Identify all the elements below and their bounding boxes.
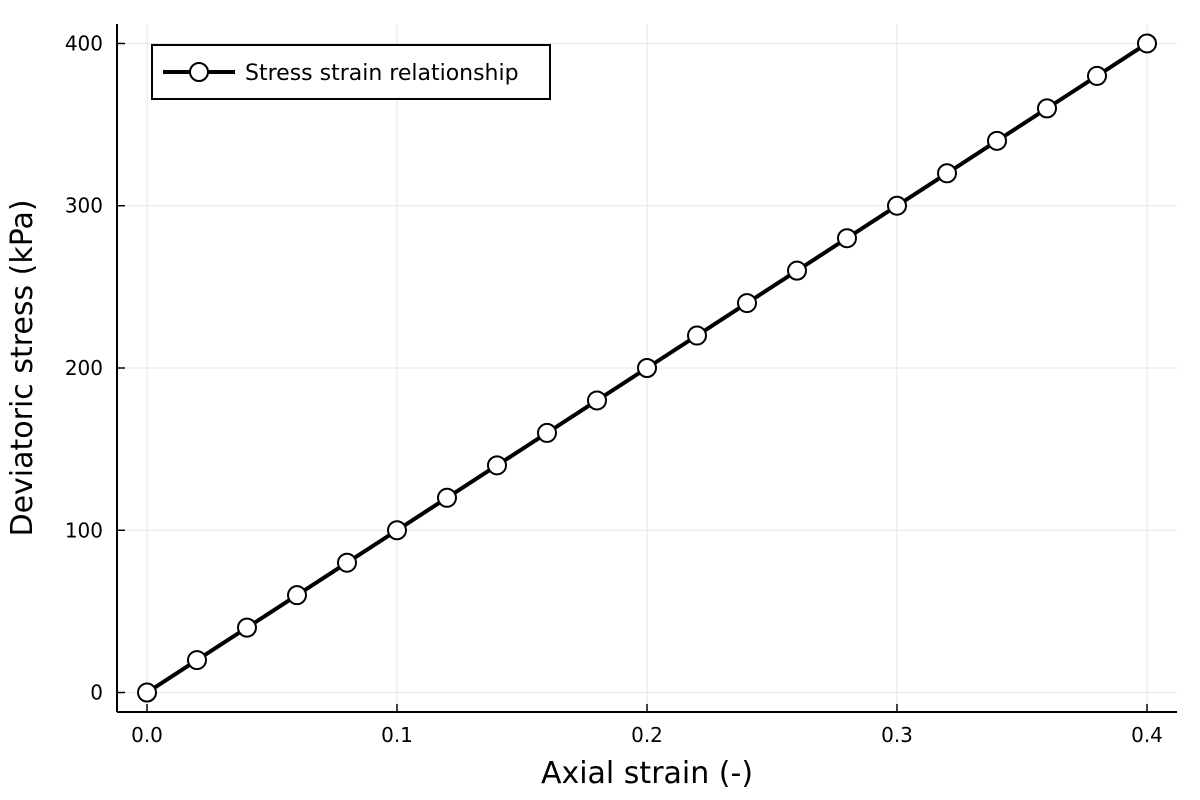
x-tick-label: 0.4 [1131, 723, 1163, 747]
x-tick-label: 0.1 [381, 723, 413, 747]
y-axis-title: Deviatoric stress (kPa) [5, 199, 40, 536]
data-point [687, 325, 707, 346]
data-point [1137, 33, 1157, 54]
data-point [637, 358, 657, 378]
legend-label: Stress strain relationship [245, 61, 519, 86]
data-point [1087, 65, 1107, 86]
data-point [487, 455, 507, 476]
grid [117, 24, 1177, 712]
data-point [887, 195, 907, 216]
data-point [387, 520, 407, 541]
y-tick-label: 300 [65, 194, 103, 218]
data-point [1037, 98, 1057, 119]
y-tick-label: 400 [65, 31, 103, 55]
data-point [737, 293, 757, 314]
data-point [287, 585, 307, 606]
legend-marker-sample [189, 62, 209, 82]
legend: Stress strain relationship [151, 44, 551, 100]
data-point [787, 260, 807, 281]
x-tick-label: 0.2 [631, 723, 663, 747]
data-point [137, 682, 157, 703]
x-tick-label: 0.0 [131, 723, 163, 747]
series-points-group [137, 33, 1157, 703]
x-ticks: 0.0 0.1 0.2 0.3 0.4 [131, 704, 1163, 747]
data-point [937, 163, 957, 184]
data-point [537, 422, 557, 443]
data-point [587, 390, 607, 411]
y-tick-label: 200 [65, 356, 103, 380]
data-point [337, 552, 357, 573]
data-point [987, 130, 1007, 151]
x-axis-title: Axial strain (-) [541, 756, 753, 791]
x-tick-label: 0.3 [881, 723, 913, 747]
y-ticks: 0 100 200 300 400 [65, 31, 125, 705]
data-point [187, 650, 207, 671]
y-tick-label: 0 [90, 681, 103, 705]
data-point [237, 617, 257, 638]
data-point [837, 228, 857, 249]
data-point [437, 487, 457, 508]
y-tick-label: 100 [65, 518, 103, 542]
